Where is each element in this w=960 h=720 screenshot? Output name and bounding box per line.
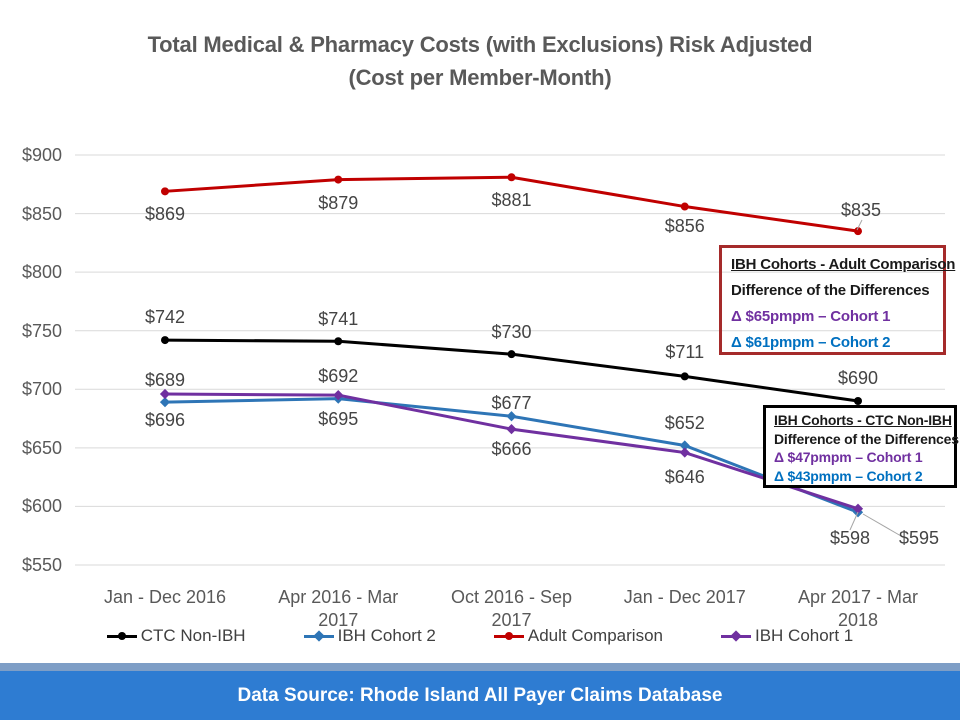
x-axis-label: Oct 2016 - Sep 2017 [450,587,573,630]
data-label: $711 [665,342,705,363]
y-tick-label: $850 [21,203,62,224]
annotation-ctc-cohort1: Δ $47pmpm – Cohort 1 [774,449,923,465]
annotation-adult-cohort1: Δ $65pmpm – Cohort 1 [731,308,891,325]
x-axis-label: Apr 2017 - Mar 2018 [797,587,919,630]
legend-label: Adult Comparison [527,626,663,645]
legend-diamond-icon [312,630,325,642]
label-leader-line [849,511,859,531]
annotation-ctc-cohort2: Δ $43pmpm – Cohort 2 [774,467,923,484]
data-label: $730 [491,322,532,343]
data-point-marker [159,388,171,400]
legend-circle-icon [117,632,126,640]
chart-title-line1: Total Medical & Pharmacy Costs (with Exc… [147,32,813,57]
chart-title: Total Medical & Pharmacy Costs (with Exc… [0,28,960,94]
data-point-marker [333,390,344,401]
legend-item-ibh-cohort-1: IBH Cohort 1 [720,626,854,646]
data-point-marker [507,350,516,359]
y-tick-label: $900 [21,145,62,165]
legend-diamond-icon [730,630,742,642]
legend-item-ibh-cohort-2: IBH Cohort 2 [303,626,436,646]
data-point-marker [506,424,517,435]
legend-marker-icon [493,631,524,641]
data-label: $692 [318,365,359,386]
data-label: $677 [491,393,532,414]
legend-label: IBH Cohort 2 [337,626,436,645]
data-label: $598 [829,528,871,548]
data-label: $652 [664,412,705,433]
data-label: $741 [318,309,359,330]
data-label: $695 [318,409,359,430]
footer-accent-strip [0,663,960,671]
data-point-marker [506,411,517,422]
legend-circle-icon [504,632,513,640]
legend-item-adult-comparison: Adult Comparison [493,626,663,646]
y-tick-label: $600 [21,496,62,517]
y-tick-label: $650 [21,437,62,458]
y-tick-label: $700 [21,379,62,400]
data-label: $689 [144,370,186,391]
data-point-marker [334,337,343,346]
annotation-ctc-subtitle: Difference of the Differences [774,430,959,447]
data-point-marker [680,372,689,381]
data-label: $646 [664,466,705,487]
data-label: $595 [898,528,940,548]
label-leader-line [862,513,902,537]
data-point-marker [854,397,862,405]
annotation-adult-cohort2: Δ $61pmpm – Cohort 2 [731,334,891,351]
data-label: $856 [664,215,705,236]
annotation-box-ctc-non-ibh: IBH Cohorts - CTC Non-IBH Difference of … [763,405,959,488]
annotation-box-adult-comparison: IBH Cohorts - Adult Comparison Differenc… [719,245,956,355]
data-label: $869 [144,204,186,225]
y-tick-label: $750 [21,320,62,341]
data-label: $690 [837,368,879,388]
annotation-adult-title: IBH Cohorts - Adult Comparison [731,256,956,273]
data-label: $879 [318,192,359,213]
legend-label: CTC Non-IBH [140,626,246,645]
y-tick-label: $550 [21,555,62,575]
data-point-marker [854,227,862,236]
legend-item-ctc-non-ibh: CTC Non-IBH [106,626,246,646]
data-point-marker [679,447,690,458]
annotation-adult-subtitle: Difference of the Differences [731,282,930,299]
data-label: $696 [144,409,186,430]
x-axis-label: Jan - Dec 2016 [103,587,227,607]
legend-marker-icon [106,631,137,641]
data-source-text: Data Source: Rhode Island All Payer Clai… [237,684,723,706]
label-leader-line [856,219,863,231]
data-point-marker [507,173,516,182]
data-label: $881 [491,190,532,211]
y-tick-label: $800 [21,262,62,283]
data-label: $666 [491,439,532,460]
legend-marker-icon [720,630,751,642]
legend-marker-icon [303,630,334,642]
legend-label: IBH Cohort 1 [754,626,854,645]
data-label: $835 [840,200,882,221]
x-axis-label: Jan - Dec 2017 [623,587,746,607]
data-point-marker [334,175,343,184]
data-point-marker [680,202,689,211]
data-label: $742 [144,307,186,328]
data-point-marker [159,397,171,408]
data-point-marker [679,440,690,451]
chart-title-line2: (Cost per Member-Month) [348,65,612,90]
chart-legend: CTC Non-IBH IBH Cohort 2 Adult Comparison I… [0,626,960,646]
data-point-marker [161,336,169,345]
x-axis-label: Apr 2016 - Mar 2017 [278,587,399,630]
annotation-ctc-title: IBH Cohorts - CTC Non-IBH [774,412,952,428]
footer-bar: Data Source: Rhode Island All Payer Clai… [0,671,960,720]
data-point-marker [161,187,169,196]
